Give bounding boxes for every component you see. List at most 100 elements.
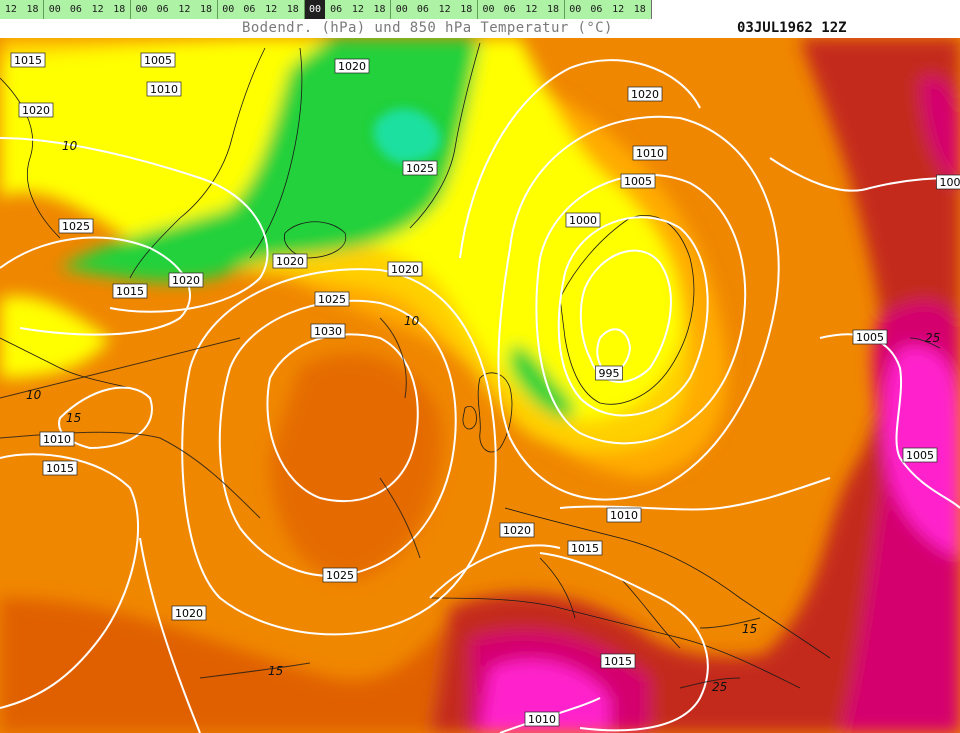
isobar-label-text: 1020 bbox=[22, 104, 50, 117]
isobar-1020-high bbox=[181, 268, 497, 636]
isobar-label-box bbox=[402, 160, 438, 176]
forecast-time-6[interactable]: 00 bbox=[130, 0, 152, 19]
isobar-label-text: 1015 bbox=[46, 462, 74, 475]
forecast-time-13[interactable]: 18 bbox=[286, 4, 299, 15]
forecast-time-29[interactable]: 18 bbox=[633, 4, 646, 15]
isobar-label-box bbox=[322, 567, 358, 583]
isobar-label-p3: 1010 bbox=[146, 81, 182, 97]
isobar-label-text: 1015 bbox=[604, 655, 632, 668]
forecast-time-17[interactable]: 18 bbox=[373, 4, 386, 15]
isobar-label-p7: 1025 bbox=[58, 218, 94, 234]
isobar-label-text: 1010 bbox=[610, 509, 638, 522]
forecast-time-11[interactable]: 06 bbox=[243, 4, 256, 15]
isobar-label-p14: 1020 bbox=[272, 253, 308, 269]
forecast-time-3[interactable]: 06 bbox=[69, 4, 82, 15]
coast-british-isles bbox=[462, 372, 513, 453]
isobar-label-p20: 1010 bbox=[39, 431, 75, 447]
isobar-label-box bbox=[524, 711, 560, 727]
isobar-label-text: 1025 bbox=[326, 569, 354, 582]
isobar-label-box bbox=[632, 145, 668, 161]
field-red-east bbox=[560, 38, 960, 733]
isobar-label-p30: 100 bbox=[936, 174, 960, 190]
isobar-label-box bbox=[39, 431, 75, 447]
forecast-time-16[interactable]: 12 bbox=[351, 4, 364, 15]
isobar-label-p5: 1020 bbox=[334, 58, 370, 74]
isobar-label-box bbox=[171, 605, 207, 621]
forecast-time-12[interactable]: 12 bbox=[265, 4, 278, 15]
isobar-label-box bbox=[10, 52, 46, 68]
isobar-label-box bbox=[18, 102, 54, 118]
isobar-label-text: 1010 bbox=[528, 713, 556, 726]
forecast-time-27[interactable]: 06 bbox=[590, 4, 603, 15]
isobar-label-p15: 1020 bbox=[387, 261, 423, 277]
forecast-time-1[interactable]: 18 bbox=[26, 4, 39, 15]
isobar-label-box bbox=[627, 86, 663, 102]
isotherm-label-t7: 25 bbox=[712, 680, 727, 694]
isobar-label-p12: 1020 bbox=[168, 272, 204, 288]
isotherm-25 bbox=[679, 337, 941, 689]
isobar-label-box bbox=[146, 81, 182, 97]
isobar-1000 bbox=[579, 249, 672, 383]
isobar-label-p8: 1010 bbox=[632, 145, 668, 161]
forecast-time-15[interactable]: 06 bbox=[330, 4, 343, 15]
isobar-label-text: 1005 bbox=[624, 175, 652, 188]
forecast-time-23[interactable]: 06 bbox=[503, 4, 516, 15]
coast-europe-south bbox=[504, 507, 831, 659]
isobar-label-text: 1020 bbox=[175, 607, 203, 620]
isobar-label-p24: 1020 bbox=[499, 522, 535, 538]
isobar-label-box bbox=[310, 323, 346, 339]
isobar-label-p22: 1005 bbox=[902, 447, 938, 463]
isobar-1020-north bbox=[459, 59, 701, 259]
isotherm-label-t3: 10 bbox=[26, 388, 42, 402]
isobar-label-box bbox=[112, 283, 148, 299]
isobar-label-p6: 1020 bbox=[627, 86, 663, 102]
forecast-time-24[interactable]: 12 bbox=[525, 4, 538, 15]
isobar-labels: 1015 100510101020102010201025101010051000… bbox=[10, 52, 960, 727]
isobar-label-text: 1020 bbox=[503, 524, 531, 537]
isobar-label-box bbox=[387, 261, 423, 277]
isobar-label-text: 1020 bbox=[631, 88, 659, 101]
forecast-time-21[interactable]: 18 bbox=[460, 4, 473, 15]
isobar-label-box bbox=[499, 522, 535, 538]
forecast-time-9[interactable]: 18 bbox=[200, 4, 213, 15]
forecast-time-8[interactable]: 12 bbox=[178, 4, 191, 15]
forecast-time-19[interactable]: 06 bbox=[416, 4, 429, 15]
isobar-label-text: 1010 bbox=[636, 147, 664, 160]
forecast-time-2[interactable]: 00 bbox=[43, 0, 65, 19]
field-pink-northeast bbox=[920, 76, 960, 188]
isobar-label-text: 1020 bbox=[338, 60, 366, 73]
field-green-greenland bbox=[60, 38, 480, 282]
isobar-label-box bbox=[314, 291, 350, 307]
forecast-time-22[interactable]: 00 bbox=[477, 0, 499, 19]
isobar-label-p28: 1015 bbox=[600, 653, 636, 669]
forecast-time-25[interactable]: 18 bbox=[547, 4, 560, 15]
coast-north-america bbox=[0, 77, 131, 389]
forecast-time-28[interactable]: 12 bbox=[612, 4, 625, 15]
field-cold-core bbox=[373, 108, 441, 163]
forecast-time-26[interactable]: 00 bbox=[563, 0, 586, 19]
isobar-label-p21: 1015 bbox=[42, 460, 78, 476]
isotherm-label-t1: 10 bbox=[62, 139, 78, 153]
chart-title: Bodendr. (hPa) und 850 hPa Temperatur (°… bbox=[242, 20, 613, 36]
forecast-time-14[interactable]: 00 bbox=[303, 0, 326, 19]
forecast-time-7[interactable]: 06 bbox=[156, 4, 169, 15]
forecast-time-5[interactable]: 18 bbox=[113, 4, 126, 15]
isotherm-label-t5: 15 bbox=[268, 664, 283, 678]
isotherm-label-t8: 25 bbox=[925, 331, 940, 345]
isobar-label-text: 1025 bbox=[406, 162, 434, 175]
forecast-time-18[interactable]: 00 bbox=[390, 0, 412, 19]
forecast-time-0[interactable]: 12 bbox=[4, 4, 17, 15]
forecast-time-10[interactable]: 00 bbox=[216, 0, 239, 19]
isobar-label-box bbox=[140, 52, 176, 68]
forecast-time-20[interactable]: 12 bbox=[438, 4, 451, 15]
isobar-label-text: 1010 bbox=[43, 433, 71, 446]
isobar-label-text: 1010 bbox=[150, 83, 178, 96]
forecast-time-4[interactable]: 12 bbox=[91, 4, 104, 15]
isobar-label-box bbox=[334, 58, 370, 74]
isobar-1005-low bbox=[557, 216, 709, 417]
field-green-norway bbox=[510, 346, 575, 418]
coast-scandinavia bbox=[559, 215, 695, 405]
isobar-label-text: 1020 bbox=[172, 274, 200, 287]
field-pink-south bbox=[480, 659, 610, 733]
